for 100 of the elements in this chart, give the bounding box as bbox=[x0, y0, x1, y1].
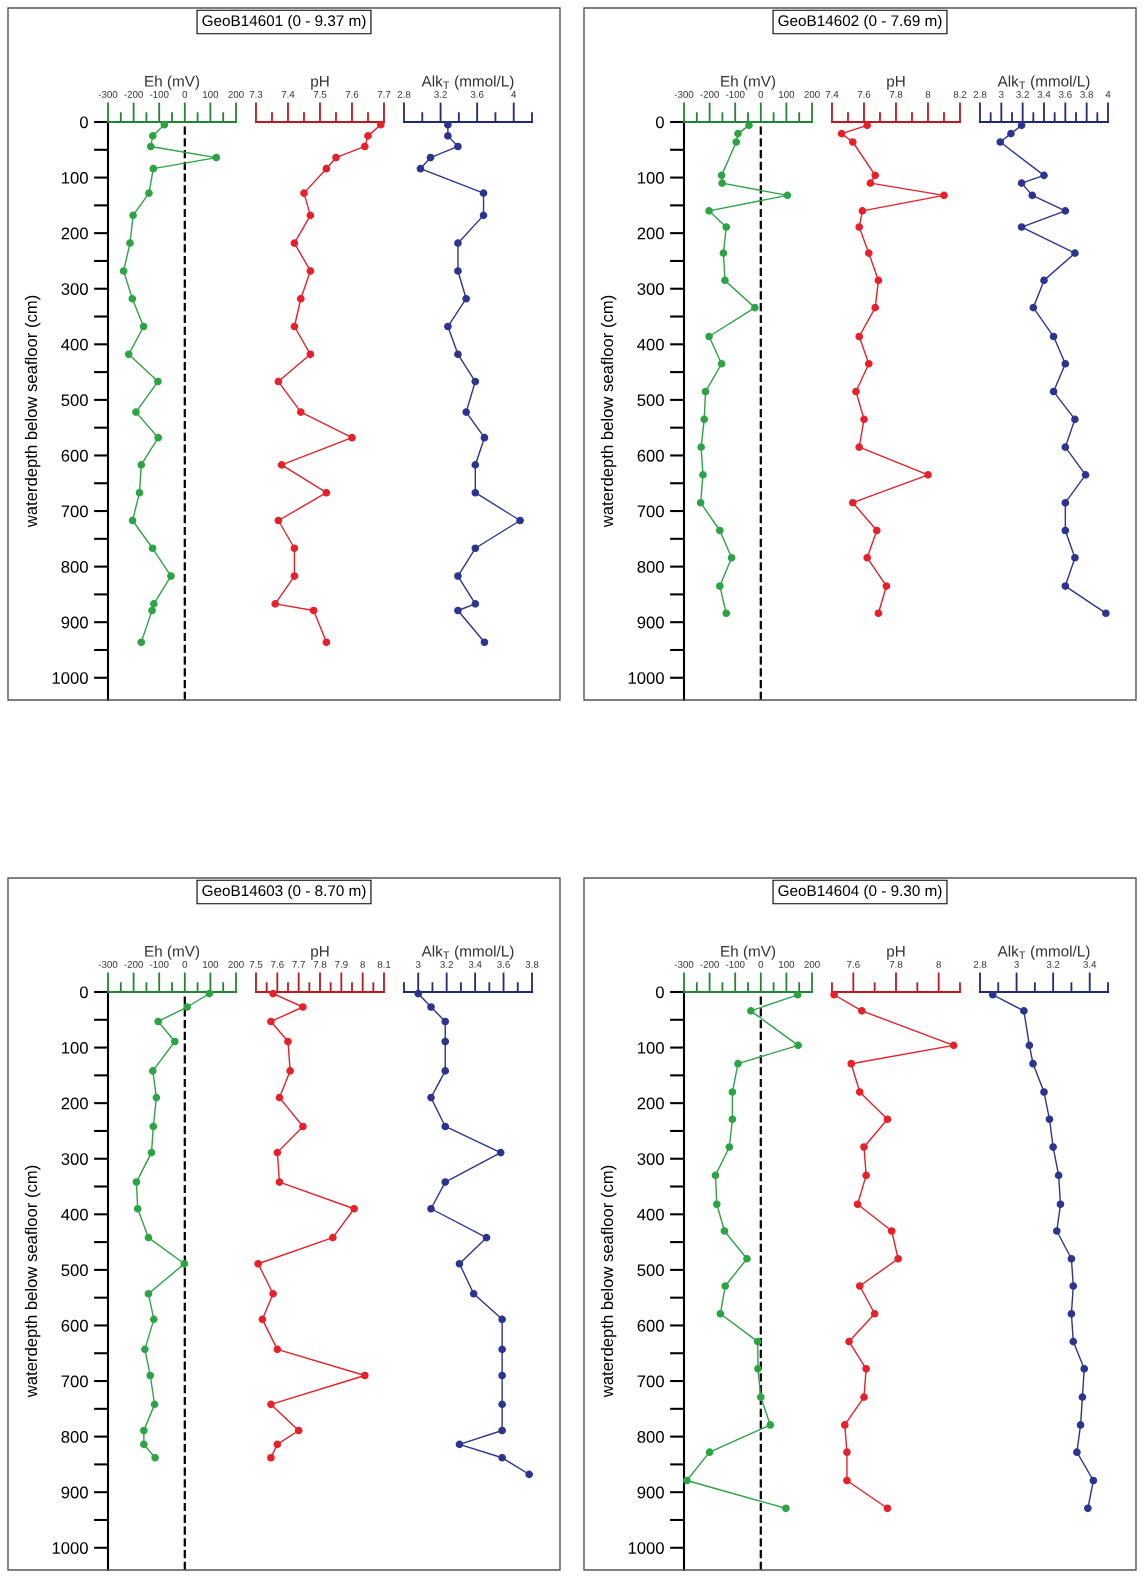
x-tick-label: 7.8 bbox=[313, 960, 327, 968]
point bbox=[269, 989, 277, 998]
point bbox=[1049, 387, 1058, 396]
point bbox=[727, 553, 736, 562]
point bbox=[1049, 332, 1058, 341]
point bbox=[746, 1007, 755, 1015]
x-axis-title: pH bbox=[311, 76, 329, 90]
x-tick-label: 3 bbox=[999, 90, 1004, 98]
point bbox=[480, 638, 489, 647]
point bbox=[290, 322, 299, 331]
x-axis-title: Eh (mV) bbox=[721, 945, 776, 960]
x-tick-label: 3.2 bbox=[440, 960, 453, 968]
point bbox=[860, 1143, 868, 1151]
point bbox=[306, 350, 315, 359]
y-tick-label: 500 bbox=[61, 394, 88, 407]
y-tick-label: 300 bbox=[61, 1153, 88, 1165]
point bbox=[269, 1289, 277, 1298]
point bbox=[145, 189, 153, 197]
x-tick-label: 7.5 bbox=[313, 91, 327, 98]
point bbox=[416, 164, 425, 173]
point bbox=[1054, 1171, 1063, 1180]
point bbox=[299, 1003, 307, 1011]
y-tick-label: 600 bbox=[637, 449, 664, 462]
x-tick-label: -200 bbox=[124, 90, 143, 98]
point bbox=[716, 526, 724, 535]
point bbox=[705, 1448, 714, 1457]
point bbox=[444, 132, 452, 140]
point bbox=[441, 1122, 450, 1131]
x-tick-label: 7.4 bbox=[825, 91, 839, 98]
point bbox=[444, 322, 452, 331]
point bbox=[332, 153, 340, 162]
x-tick-label: -300 bbox=[674, 90, 694, 98]
x-tick-label: 3.8 bbox=[525, 960, 539, 968]
point bbox=[296, 294, 305, 303]
point bbox=[1049, 1143, 1057, 1151]
x-tick-label: 3.2 bbox=[1046, 960, 1060, 968]
point bbox=[444, 120, 452, 129]
x-axis-title: Alk$_{T}$ (mmol/L) bbox=[421, 945, 514, 960]
y-tick-label: 400 bbox=[637, 338, 664, 351]
y-tick-label: 200 bbox=[61, 1097, 88, 1110]
x-tick-label: 200 bbox=[228, 90, 244, 98]
point bbox=[843, 1448, 851, 1457]
point bbox=[119, 267, 128, 275]
point bbox=[469, 1289, 478, 1298]
point bbox=[872, 526, 881, 535]
point bbox=[862, 1364, 870, 1373]
point bbox=[864, 359, 873, 368]
point bbox=[728, 1115, 737, 1124]
x-tick-label: 3.6 bbox=[1058, 90, 1072, 98]
point bbox=[132, 1178, 141, 1186]
point bbox=[300, 189, 308, 197]
point bbox=[149, 164, 158, 173]
y-tick-label: 1000 bbox=[628, 672, 664, 684]
point bbox=[717, 171, 726, 180]
point bbox=[1067, 1309, 1076, 1318]
x-tick-label: -200 bbox=[124, 960, 143, 968]
point bbox=[294, 1426, 303, 1435]
y-tick-label: 100 bbox=[62, 1041, 88, 1054]
point bbox=[148, 544, 157, 553]
point bbox=[480, 433, 489, 442]
point bbox=[1040, 171, 1048, 180]
y-tick-label: 800 bbox=[61, 561, 88, 573]
x-axis-title: Eh (mV) bbox=[721, 75, 776, 90]
point bbox=[498, 1371, 506, 1380]
point bbox=[860, 415, 868, 424]
point bbox=[840, 1421, 849, 1429]
point bbox=[751, 303, 759, 312]
y-tick-label: 200 bbox=[637, 1097, 664, 1110]
y-tick-label: 300 bbox=[637, 283, 664, 295]
point bbox=[124, 350, 133, 359]
text: GeoB14604 (0 - 9.30 m) bbox=[778, 884, 942, 900]
point bbox=[863, 121, 872, 130]
text: GeoB14602 (0 - 7.69 m) bbox=[778, 14, 942, 30]
point bbox=[1073, 1448, 1081, 1457]
x-tick-label: 2.8 bbox=[973, 90, 987, 98]
x-tick-label: 3.2 bbox=[434, 90, 447, 98]
x-tick-label: -200 bbox=[700, 960, 719, 968]
y-tick-label: 700 bbox=[61, 505, 88, 518]
point bbox=[309, 606, 318, 615]
point bbox=[743, 1254, 751, 1263]
point bbox=[783, 191, 792, 200]
point bbox=[705, 207, 713, 215]
x-tick-label: -100 bbox=[149, 960, 169, 968]
point bbox=[696, 498, 705, 507]
x-axis-title: Eh (mV) bbox=[145, 945, 200, 960]
point bbox=[267, 1400, 275, 1409]
x-tick-label: 8.1 bbox=[377, 960, 391, 968]
y-tick-label: 800 bbox=[637, 561, 664, 573]
point bbox=[471, 600, 480, 608]
x-tick-label: 0 bbox=[182, 960, 188, 968]
point bbox=[1081, 471, 1090, 479]
x-tick-label: 3.4 bbox=[1083, 960, 1097, 968]
point bbox=[732, 138, 741, 146]
point bbox=[1061, 582, 1070, 590]
point bbox=[427, 1204, 435, 1213]
x-tick-label: 3 bbox=[1014, 960, 1019, 968]
x-tick-label: 3.2 bbox=[1016, 90, 1029, 98]
y-tick-label: 1000 bbox=[52, 1542, 88, 1554]
y-axis-title: waterdepth below seafloor (cm) bbox=[600, 295, 617, 528]
point bbox=[949, 1041, 958, 1050]
